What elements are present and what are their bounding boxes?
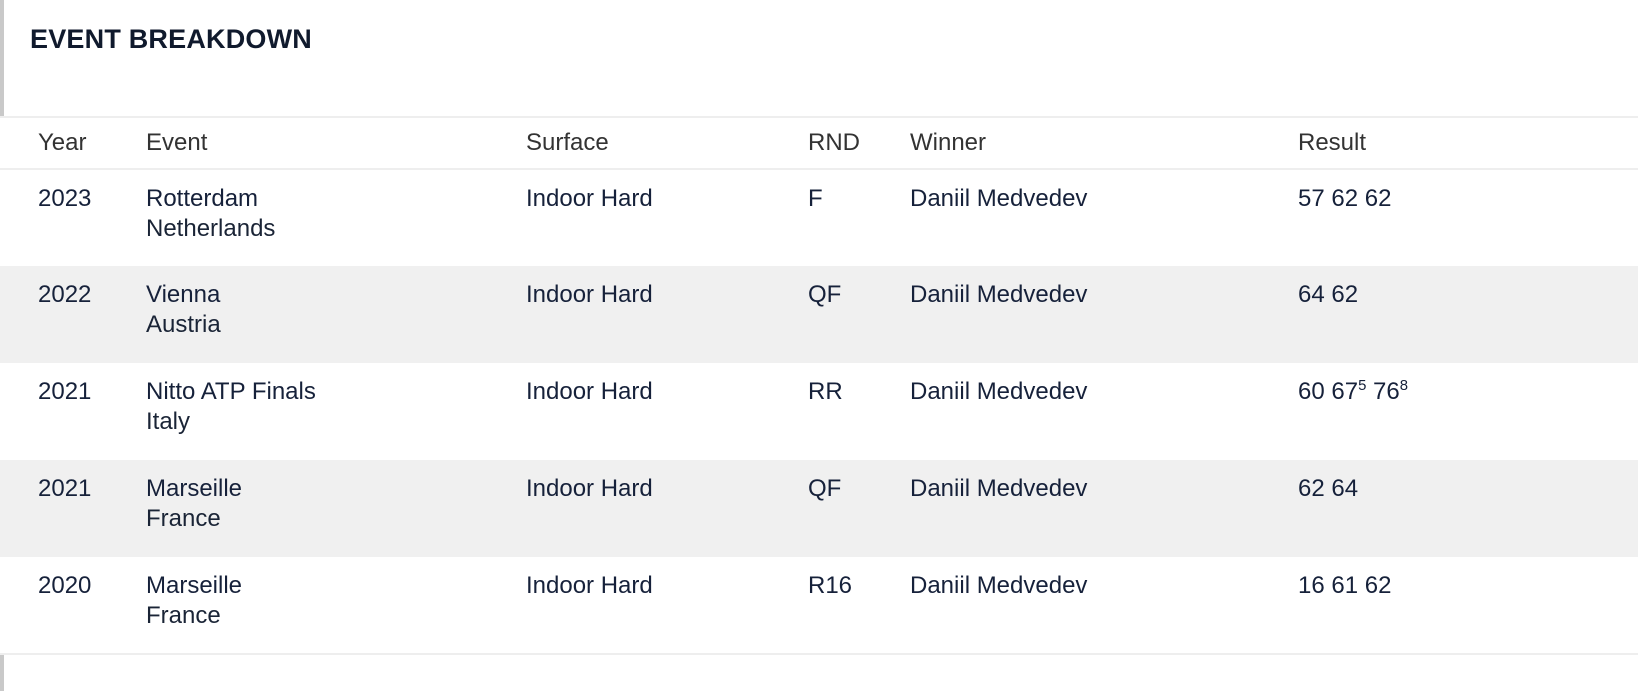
cell-rnd: QF xyxy=(798,266,900,363)
page-title: EVENT BREAKDOWN xyxy=(30,24,313,54)
cell-event[interactable]: Nitto ATP Finals Italy xyxy=(138,363,516,460)
cell-result: 16 61 62 xyxy=(1288,557,1638,655)
cell-surface: Indoor Hard xyxy=(516,363,798,460)
cell-surface: Indoor Hard xyxy=(516,169,798,266)
event-name: Rotterdam xyxy=(146,185,259,212)
table-row[interactable]: 2020 Marseille France Indoor Hard R16 Daniil … xyxy=(0,557,1638,655)
cell-year: 2021 xyxy=(0,460,138,557)
cell-year: 2022 xyxy=(0,266,138,363)
column-header-event[interactable]: Event xyxy=(138,116,516,170)
cell-rnd: RR xyxy=(798,363,900,460)
cell-winner[interactable]: Daniil Medvedev xyxy=(900,557,1288,655)
cell-result: 57 62 62 xyxy=(1288,169,1638,266)
cell-event[interactable]: Marseille France xyxy=(138,460,516,557)
cell-surface: Indoor Hard xyxy=(516,266,798,363)
cell-rnd: R16 xyxy=(798,557,900,655)
result-score: 76 xyxy=(1366,378,1400,405)
event-country: France xyxy=(146,505,221,533)
table-header: Year Event Surface RND Winner Result xyxy=(0,116,1638,170)
table-row[interactable]: 2021 Nitto ATP Finals Italy Indoor Hard RR Da… xyxy=(0,363,1638,460)
column-header-surface[interactable]: Surface xyxy=(516,116,798,170)
table-header-row: Year Event Surface RND Winner Result xyxy=(0,116,1638,170)
cell-result: 64 62 xyxy=(1288,266,1638,363)
column-header-year[interactable]: Year xyxy=(0,116,138,170)
cell-winner[interactable]: Daniil Medvedev xyxy=(900,266,1288,363)
event-name: Marseille xyxy=(146,572,243,599)
event-name: Vienna xyxy=(146,281,221,308)
cell-rnd: QF xyxy=(798,460,900,557)
cell-surface: Indoor Hard xyxy=(516,460,798,557)
event-name: Nitto ATP Finals xyxy=(146,378,316,405)
result-tiebreak-superscript: 5 xyxy=(1358,378,1367,394)
cell-year: 2020 xyxy=(0,557,138,655)
column-header-rnd[interactable]: RND xyxy=(798,116,900,170)
event-breakdown-table: Year Event Surface RND Winner Result 202… xyxy=(0,116,1638,655)
column-header-winner[interactable]: Winner xyxy=(900,116,1288,170)
cell-surface: Indoor Hard xyxy=(516,557,798,655)
cell-year: 2021 xyxy=(0,363,138,460)
cell-year: 2023 xyxy=(0,169,138,266)
table-body: 2023 Rotterdam Netherlands Indoor Hard F Dani… xyxy=(0,169,1638,655)
event-country: France xyxy=(146,602,221,630)
result-score: 57 62 62 xyxy=(1298,185,1392,212)
cell-event[interactable]: Rotterdam Netherlands xyxy=(138,169,516,266)
column-header-result[interactable]: Result xyxy=(1288,116,1638,170)
cell-event[interactable]: Marseille France xyxy=(138,557,516,655)
result-score: 64 62 xyxy=(1298,281,1359,308)
table-row[interactable]: 2021 Marseille France Indoor Hard QF Daniil M… xyxy=(0,460,1638,557)
cell-result: 60 675 768 xyxy=(1288,363,1638,460)
event-country: Italy xyxy=(146,408,191,436)
event-country: Austria xyxy=(146,311,221,339)
result-score: 62 64 xyxy=(1298,475,1359,502)
event-breakdown-table-wrap: Year Event Surface RND Winner Result 202… xyxy=(0,116,1638,655)
cell-winner[interactable]: Daniil Medvedev xyxy=(900,169,1288,266)
cell-event[interactable]: Vienna Austria xyxy=(138,266,516,363)
table-row[interactable]: 2023 Rotterdam Netherlands Indoor Hard F Dani… xyxy=(0,169,1638,266)
event-country: Netherlands xyxy=(146,215,276,243)
cell-winner[interactable]: Daniil Medvedev xyxy=(900,460,1288,557)
event-name: Marseille xyxy=(146,475,243,502)
table-row[interactable]: 2022 Vienna Austria Indoor Hard QF Daniil Med… xyxy=(0,266,1638,363)
result-score: 60 67 xyxy=(1298,378,1359,405)
result-score: 16 61 62 xyxy=(1298,572,1392,599)
result-tiebreak-superscript: 8 xyxy=(1399,378,1408,394)
cell-result: 62 64 xyxy=(1288,460,1638,557)
cell-winner[interactable]: Daniil Medvedev xyxy=(900,363,1288,460)
cell-rnd: F xyxy=(798,169,900,266)
